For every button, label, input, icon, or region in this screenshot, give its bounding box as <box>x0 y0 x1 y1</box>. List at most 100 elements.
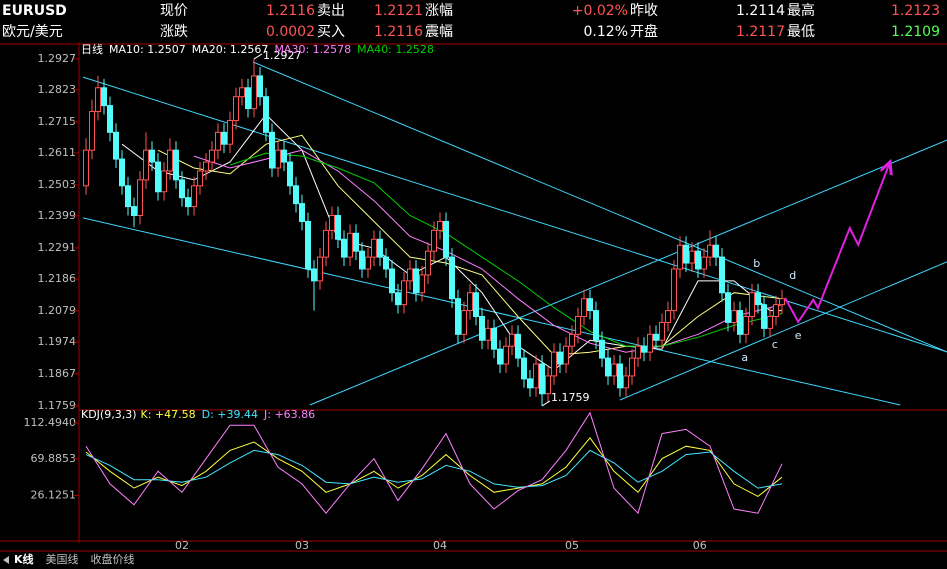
kdj-line <box>85 411 783 515</box>
candle-body <box>479 316 485 341</box>
candle-body <box>287 161 293 187</box>
candle-body <box>149 149 155 163</box>
wave-label: d <box>789 269 796 282</box>
candle-body <box>401 280 407 306</box>
candle-body <box>413 268 419 294</box>
scroll-left[interactable] <box>3 556 9 564</box>
candle-body <box>299 203 305 222</box>
high-label: 1.2927 <box>263 49 302 62</box>
candle-body <box>269 131 275 169</box>
x-tick-label: 03 <box>295 539 309 552</box>
candle-body <box>167 149 173 172</box>
legend-entry: MA30: 1.2578 <box>274 43 351 56</box>
candle-body <box>545 375 551 395</box>
candle-body <box>275 149 281 169</box>
y-tick-label: 26.1251 <box>31 488 77 501</box>
kdj-line <box>85 449 783 489</box>
candle-body <box>737 310 743 335</box>
candle-body <box>725 292 731 323</box>
legend-entry: MA20: 1.2567 <box>192 43 269 56</box>
candle-body <box>407 268 413 282</box>
candle-body <box>605 357 611 377</box>
candle-body <box>527 378 533 389</box>
y-tick-label: 1.2823 <box>38 83 77 96</box>
candle-body <box>335 215 341 240</box>
candle-body <box>107 105 113 133</box>
candle-body <box>203 161 209 172</box>
candle-body <box>215 131 221 151</box>
candle-body <box>173 149 179 181</box>
candle-body <box>719 256 725 294</box>
kdj-plot <box>85 411 783 515</box>
candle-body <box>281 149 287 163</box>
chart-title: 日线 <box>81 42 103 56</box>
quote-table: 现价 1.2116 卖出 1.2121 涨幅 +0.02% 昨收 1.2114 最高 1.2123… <box>160 2 940 40</box>
candle-body <box>161 170 167 193</box>
candle-body <box>89 111 95 151</box>
wave-label: a <box>741 351 748 364</box>
quote-value: 1.2116 <box>266 3 315 19</box>
legend-entry: J: +63.86 <box>263 408 315 421</box>
candle-body <box>731 310 737 323</box>
symbol-name: 欧元/美元 <box>2 24 63 40</box>
quote-value: +0.02% <box>572 3 628 19</box>
quote-label: 最低 <box>787 24 815 40</box>
candle-body <box>581 298 587 318</box>
leader-line <box>253 53 263 60</box>
candle-body <box>665 310 671 323</box>
quote-label: 涨跌 <box>160 24 188 40</box>
y-tick-label: 69.8853 <box>31 452 77 465</box>
trendline <box>309 139 947 406</box>
quote-value: 0.0002 <box>266 24 315 40</box>
candle-body <box>509 333 515 347</box>
candle-body <box>659 321 665 341</box>
candle-body <box>713 244 719 258</box>
candle-body <box>689 250 695 264</box>
candle-body <box>467 292 473 312</box>
view-tab[interactable]: K线 <box>14 552 34 566</box>
y-tick-label: 1.2503 <box>38 178 77 191</box>
candle-body <box>101 87 107 107</box>
candle-body <box>503 345 509 365</box>
candle-body <box>419 274 425 294</box>
legend-entry: MA10: 1.2507 <box>109 43 186 56</box>
chart-title: KDJ(9,3,3) <box>81 408 137 421</box>
moving-average <box>229 152 783 347</box>
candle-body <box>95 87 101 113</box>
candle-body <box>491 327 497 350</box>
candle-body <box>371 238 377 258</box>
candle-body <box>677 244 683 270</box>
candle-body <box>653 333 659 341</box>
y-tick-label: 112.4940 <box>24 416 77 429</box>
candle-body <box>263 96 269 133</box>
view-tab[interactable]: 收盘价线 <box>91 552 135 566</box>
candle-body <box>293 185 299 205</box>
candle-body <box>557 351 563 365</box>
moving-average <box>121 113 782 371</box>
y-tick-label: 1.2611 <box>38 146 77 159</box>
x-tick-label: 06 <box>693 539 707 552</box>
candle-body <box>179 179 185 199</box>
candle-body <box>329 215 335 231</box>
x-tick-label: 04 <box>433 539 447 552</box>
quote-label: 买入 <box>317 24 345 40</box>
candle-body <box>425 250 431 276</box>
y-tick-label: 1.2291 <box>38 241 77 254</box>
candle-body <box>389 268 395 294</box>
quote-label: 昨收 <box>630 3 658 19</box>
candle-body <box>683 244 689 264</box>
candle-body <box>773 304 779 318</box>
candle-body <box>629 357 635 377</box>
view-tab[interactable]: 美国线 <box>46 552 79 566</box>
candle-body <box>209 149 215 163</box>
candle-body <box>431 229 437 252</box>
y-tick-label: 1.1867 <box>38 367 77 380</box>
candle-body <box>341 238 347 258</box>
candle-body <box>521 357 527 380</box>
quote-label: 卖出 <box>317 3 345 19</box>
candle-body <box>323 229 329 258</box>
candle-body <box>395 292 401 306</box>
candle-body <box>317 256 323 282</box>
y-tick-label: 1.1759 <box>38 399 77 412</box>
candle-body <box>119 158 125 187</box>
